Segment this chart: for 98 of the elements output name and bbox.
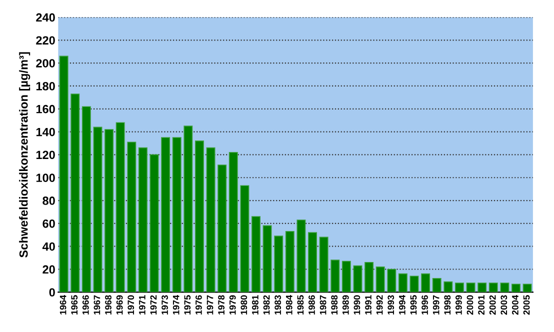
x-tick-label: 1968 (105, 295, 112, 314)
x-tick-label: 1969 (116, 295, 123, 314)
bar (240, 185, 250, 292)
x-tick-label: 2003 (500, 295, 508, 315)
y-tick-label: 20 (42, 265, 55, 274)
bar (410, 276, 419, 292)
y-tick-label: 220 (36, 36, 55, 45)
x-tick-label: 1976 (196, 295, 202, 314)
bar (218, 164, 227, 292)
bar (444, 281, 453, 292)
x-tick-label: 1977 (206, 295, 214, 314)
x-tick-label: 1983 (274, 295, 282, 314)
bar (274, 236, 284, 292)
y-tick-label: 100 (36, 174, 55, 182)
x-tick-label: 1970 (128, 295, 134, 314)
bar (104, 129, 114, 292)
x-tick-label: 1986 (308, 295, 315, 314)
x-tick-label: 1990 (354, 295, 360, 314)
x-tick-label: 1999 (456, 295, 462, 314)
x-tick-label: 1992 (376, 295, 383, 314)
y-tick-label: 120 (36, 150, 55, 160)
y-tick-label: 160 (36, 104, 55, 114)
x-tick-label: 1972 (150, 295, 157, 314)
y-axis-title: Schwefeldioxidkonzentration [µg/m³] (19, 52, 30, 258)
bar (184, 126, 193, 292)
x-tick-label: 1982 (263, 295, 270, 314)
x-tick-label: 1985 (297, 295, 304, 314)
bar (330, 260, 340, 292)
bar (478, 282, 487, 292)
x-tick-label: 2001 (478, 295, 484, 315)
x-tick-label: 1998 (444, 295, 451, 314)
x-tick-label: 1993 (388, 295, 394, 314)
bar (127, 142, 136, 292)
bar (161, 137, 170, 292)
y-tick-label: 0 (49, 288, 55, 297)
bar (342, 260, 351, 292)
x-tick-label: 1988 (331, 295, 338, 314)
y-tick-label: 40 (42, 242, 55, 251)
bar (59, 56, 68, 292)
bar (172, 137, 182, 292)
x-tick-label: 1966 (82, 295, 89, 314)
x-tick-label: 2005 (523, 295, 530, 315)
bar (82, 106, 91, 292)
x-tick-label: 1981 (252, 295, 258, 314)
y-tick-label: 140 (36, 128, 55, 136)
x-tick-label: 1995 (410, 295, 417, 314)
bar (421, 273, 430, 292)
bar (512, 284, 520, 292)
bar (138, 147, 148, 292)
x-tick-label: 1994 (398, 294, 406, 314)
x-tick-label: 1978 (218, 295, 225, 314)
x-tick-label: 1973 (162, 295, 168, 314)
bar (319, 236, 328, 292)
y-tick-label: 200 (36, 59, 55, 68)
y-tick-label: 60 (42, 219, 55, 228)
bar (150, 154, 159, 292)
bar (432, 278, 442, 292)
bar (488, 282, 498, 292)
bar (252, 216, 260, 292)
x-tick-label: 1967 (94, 295, 100, 314)
x-tick-label: 1989 (342, 295, 349, 314)
x-tick-label: 2004 (512, 294, 518, 315)
bar (93, 126, 102, 292)
bar (364, 262, 374, 292)
x-tick-label: 1974 (172, 294, 180, 314)
bar (387, 268, 396, 292)
bar (376, 266, 385, 292)
bar (454, 282, 464, 292)
y-tick-label: 180 (36, 82, 55, 90)
x-tick-label: 1987 (320, 295, 326, 314)
x-tick-label: 2002 (489, 295, 496, 315)
bar (466, 282, 476, 292)
x-tick-label: 2000 (466, 295, 474, 315)
bar (296, 220, 306, 292)
y-tick-label: 80 (42, 196, 55, 205)
x-tick-label: 1979 (229, 295, 236, 314)
x-tick-label: 1971 (138, 295, 146, 314)
x-tick-label: 1980 (240, 295, 248, 314)
bar (194, 140, 204, 292)
x-tick-label: 1964 (60, 294, 66, 314)
x-tick-label: 1975 (184, 295, 191, 314)
x-tick-label: 1965 (71, 295, 78, 314)
bar (116, 122, 125, 292)
bar (262, 225, 272, 292)
bar (308, 232, 318, 292)
x-tick-label: 1997 (432, 295, 440, 314)
bar (522, 284, 532, 292)
bar (398, 273, 408, 292)
bar (353, 265, 362, 292)
bar (206, 147, 216, 292)
bar (228, 152, 238, 292)
bar (500, 282, 510, 292)
y-tick-label: 240 (36, 13, 55, 22)
x-tick-label: 1991 (365, 295, 372, 314)
bar (70, 94, 80, 292)
x-tick-label: 1996 (422, 295, 428, 314)
bar (285, 231, 294, 292)
x-tick-label: 1984 (286, 294, 292, 314)
